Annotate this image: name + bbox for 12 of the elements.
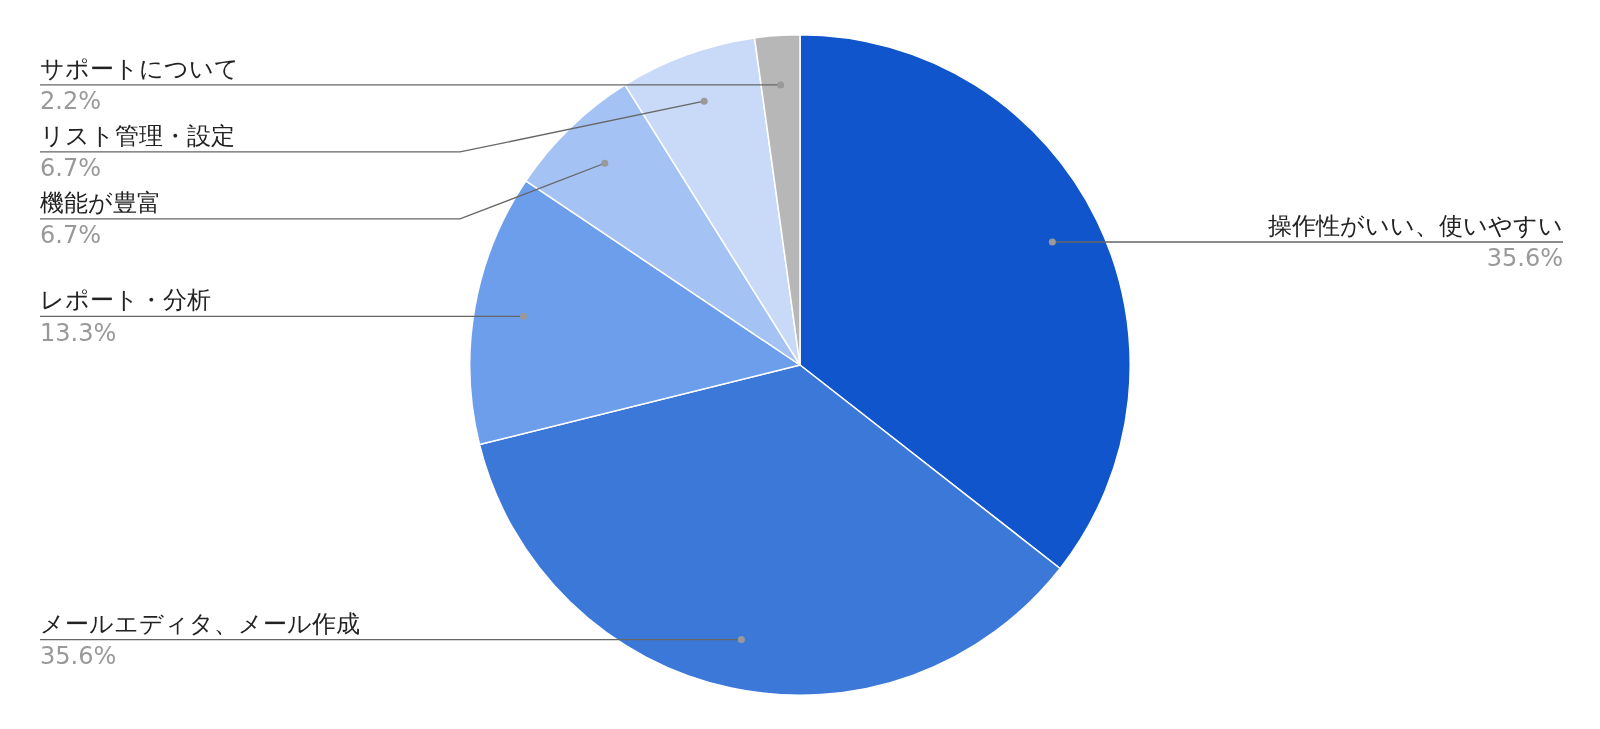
data-label: 6.7%	[40, 221, 101, 250]
slice-label: サポートについて	[40, 54, 239, 83]
slice-label: 機能が豊富	[40, 188, 161, 217]
data-label: 35.6%	[40, 641, 117, 670]
data-label: 2.2%	[40, 87, 101, 116]
slice-label: レポート・分析	[40, 286, 211, 315]
slice-label: メールエディタ、メール作成	[40, 609, 360, 638]
slice-label: リスト管理・設定	[40, 121, 235, 150]
data-label: 6.7%	[40, 154, 101, 183]
slice-label: 操作性がいい、使いやすい	[1268, 212, 1563, 241]
data-label: 35.6%	[1486, 244, 1563, 273]
data-label: 13.3%	[40, 318, 117, 347]
